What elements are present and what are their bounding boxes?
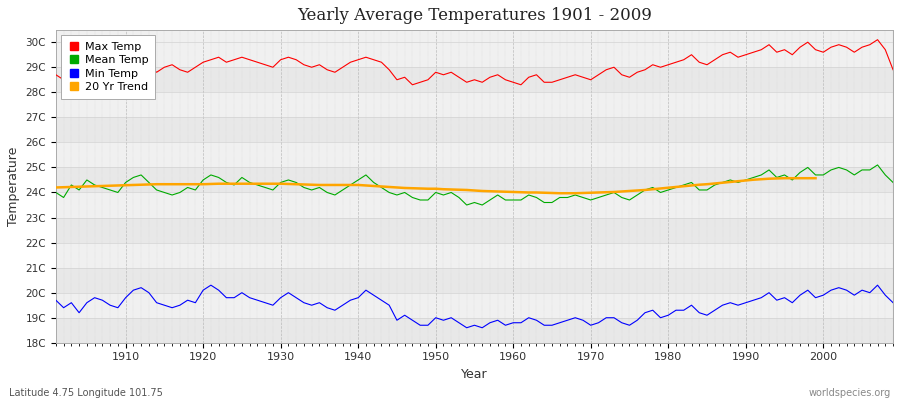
Text: Latitude 4.75 Longitude 101.75: Latitude 4.75 Longitude 101.75 xyxy=(9,388,163,398)
Mean Temp xyxy=(329,192,340,197)
20 Yr Trend xyxy=(779,176,790,181)
Line: Min Temp: Min Temp xyxy=(56,285,893,328)
Mean Temp xyxy=(887,180,898,185)
Min Temp xyxy=(291,295,302,300)
Bar xyxy=(56,318,893,343)
Line: Mean Temp: Mean Temp xyxy=(56,165,893,205)
Max Temp xyxy=(329,70,340,75)
Bar xyxy=(56,242,893,268)
Mean Temp xyxy=(508,198,518,202)
Min Temp xyxy=(112,305,123,310)
Max Temp xyxy=(887,67,898,72)
Bar xyxy=(56,218,893,242)
Bar xyxy=(56,293,893,318)
Min Temp xyxy=(205,283,216,288)
Bar xyxy=(56,92,893,117)
Min Temp xyxy=(338,303,348,308)
Bar xyxy=(56,142,893,168)
Text: worldspecies.org: worldspecies.org xyxy=(809,388,891,398)
Mean Temp xyxy=(608,190,619,195)
Min Temp xyxy=(516,320,526,325)
Mean Temp xyxy=(50,190,61,195)
20 Yr Trend xyxy=(252,181,263,186)
Max Temp xyxy=(407,82,418,87)
Mean Temp xyxy=(516,198,526,202)
Mean Temp xyxy=(872,162,883,167)
Bar xyxy=(56,168,893,192)
Min Temp xyxy=(523,315,534,320)
Max Temp xyxy=(516,82,526,87)
Line: 20 Yr Trend: 20 Yr Trend xyxy=(56,178,815,193)
Bar xyxy=(56,192,893,218)
Min Temp xyxy=(50,298,61,302)
Bar xyxy=(56,117,893,142)
Min Temp xyxy=(616,320,627,325)
Legend: Max Temp, Mean Temp, Min Temp, 20 Yr Trend: Max Temp, Mean Temp, Min Temp, 20 Yr Tre… xyxy=(61,35,155,98)
20 Yr Trend xyxy=(454,187,464,192)
20 Yr Trend xyxy=(655,186,666,191)
20 Yr Trend xyxy=(283,182,293,186)
Max Temp xyxy=(608,65,619,70)
Max Temp xyxy=(508,80,518,85)
Mean Temp xyxy=(112,190,123,195)
Bar xyxy=(56,42,893,67)
Line: Max Temp: Max Temp xyxy=(56,40,893,85)
X-axis label: Year: Year xyxy=(461,368,488,381)
Mean Temp xyxy=(462,203,472,208)
Min Temp xyxy=(887,300,898,305)
20 Yr Trend xyxy=(554,191,565,196)
Max Temp xyxy=(112,65,123,70)
20 Yr Trend xyxy=(50,185,61,190)
Min Temp xyxy=(462,325,472,330)
Max Temp xyxy=(50,72,61,77)
Mean Temp xyxy=(283,178,293,182)
20 Yr Trend xyxy=(810,176,821,181)
Bar xyxy=(56,268,893,293)
Max Temp xyxy=(283,55,293,60)
20 Yr Trend xyxy=(229,181,239,186)
Title: Yearly Average Temperatures 1901 - 2009: Yearly Average Temperatures 1901 - 2009 xyxy=(297,7,652,24)
Max Temp xyxy=(872,37,883,42)
20 Yr Trend xyxy=(430,186,441,191)
Y-axis label: Temperature: Temperature xyxy=(7,146,20,226)
Bar xyxy=(56,67,893,92)
